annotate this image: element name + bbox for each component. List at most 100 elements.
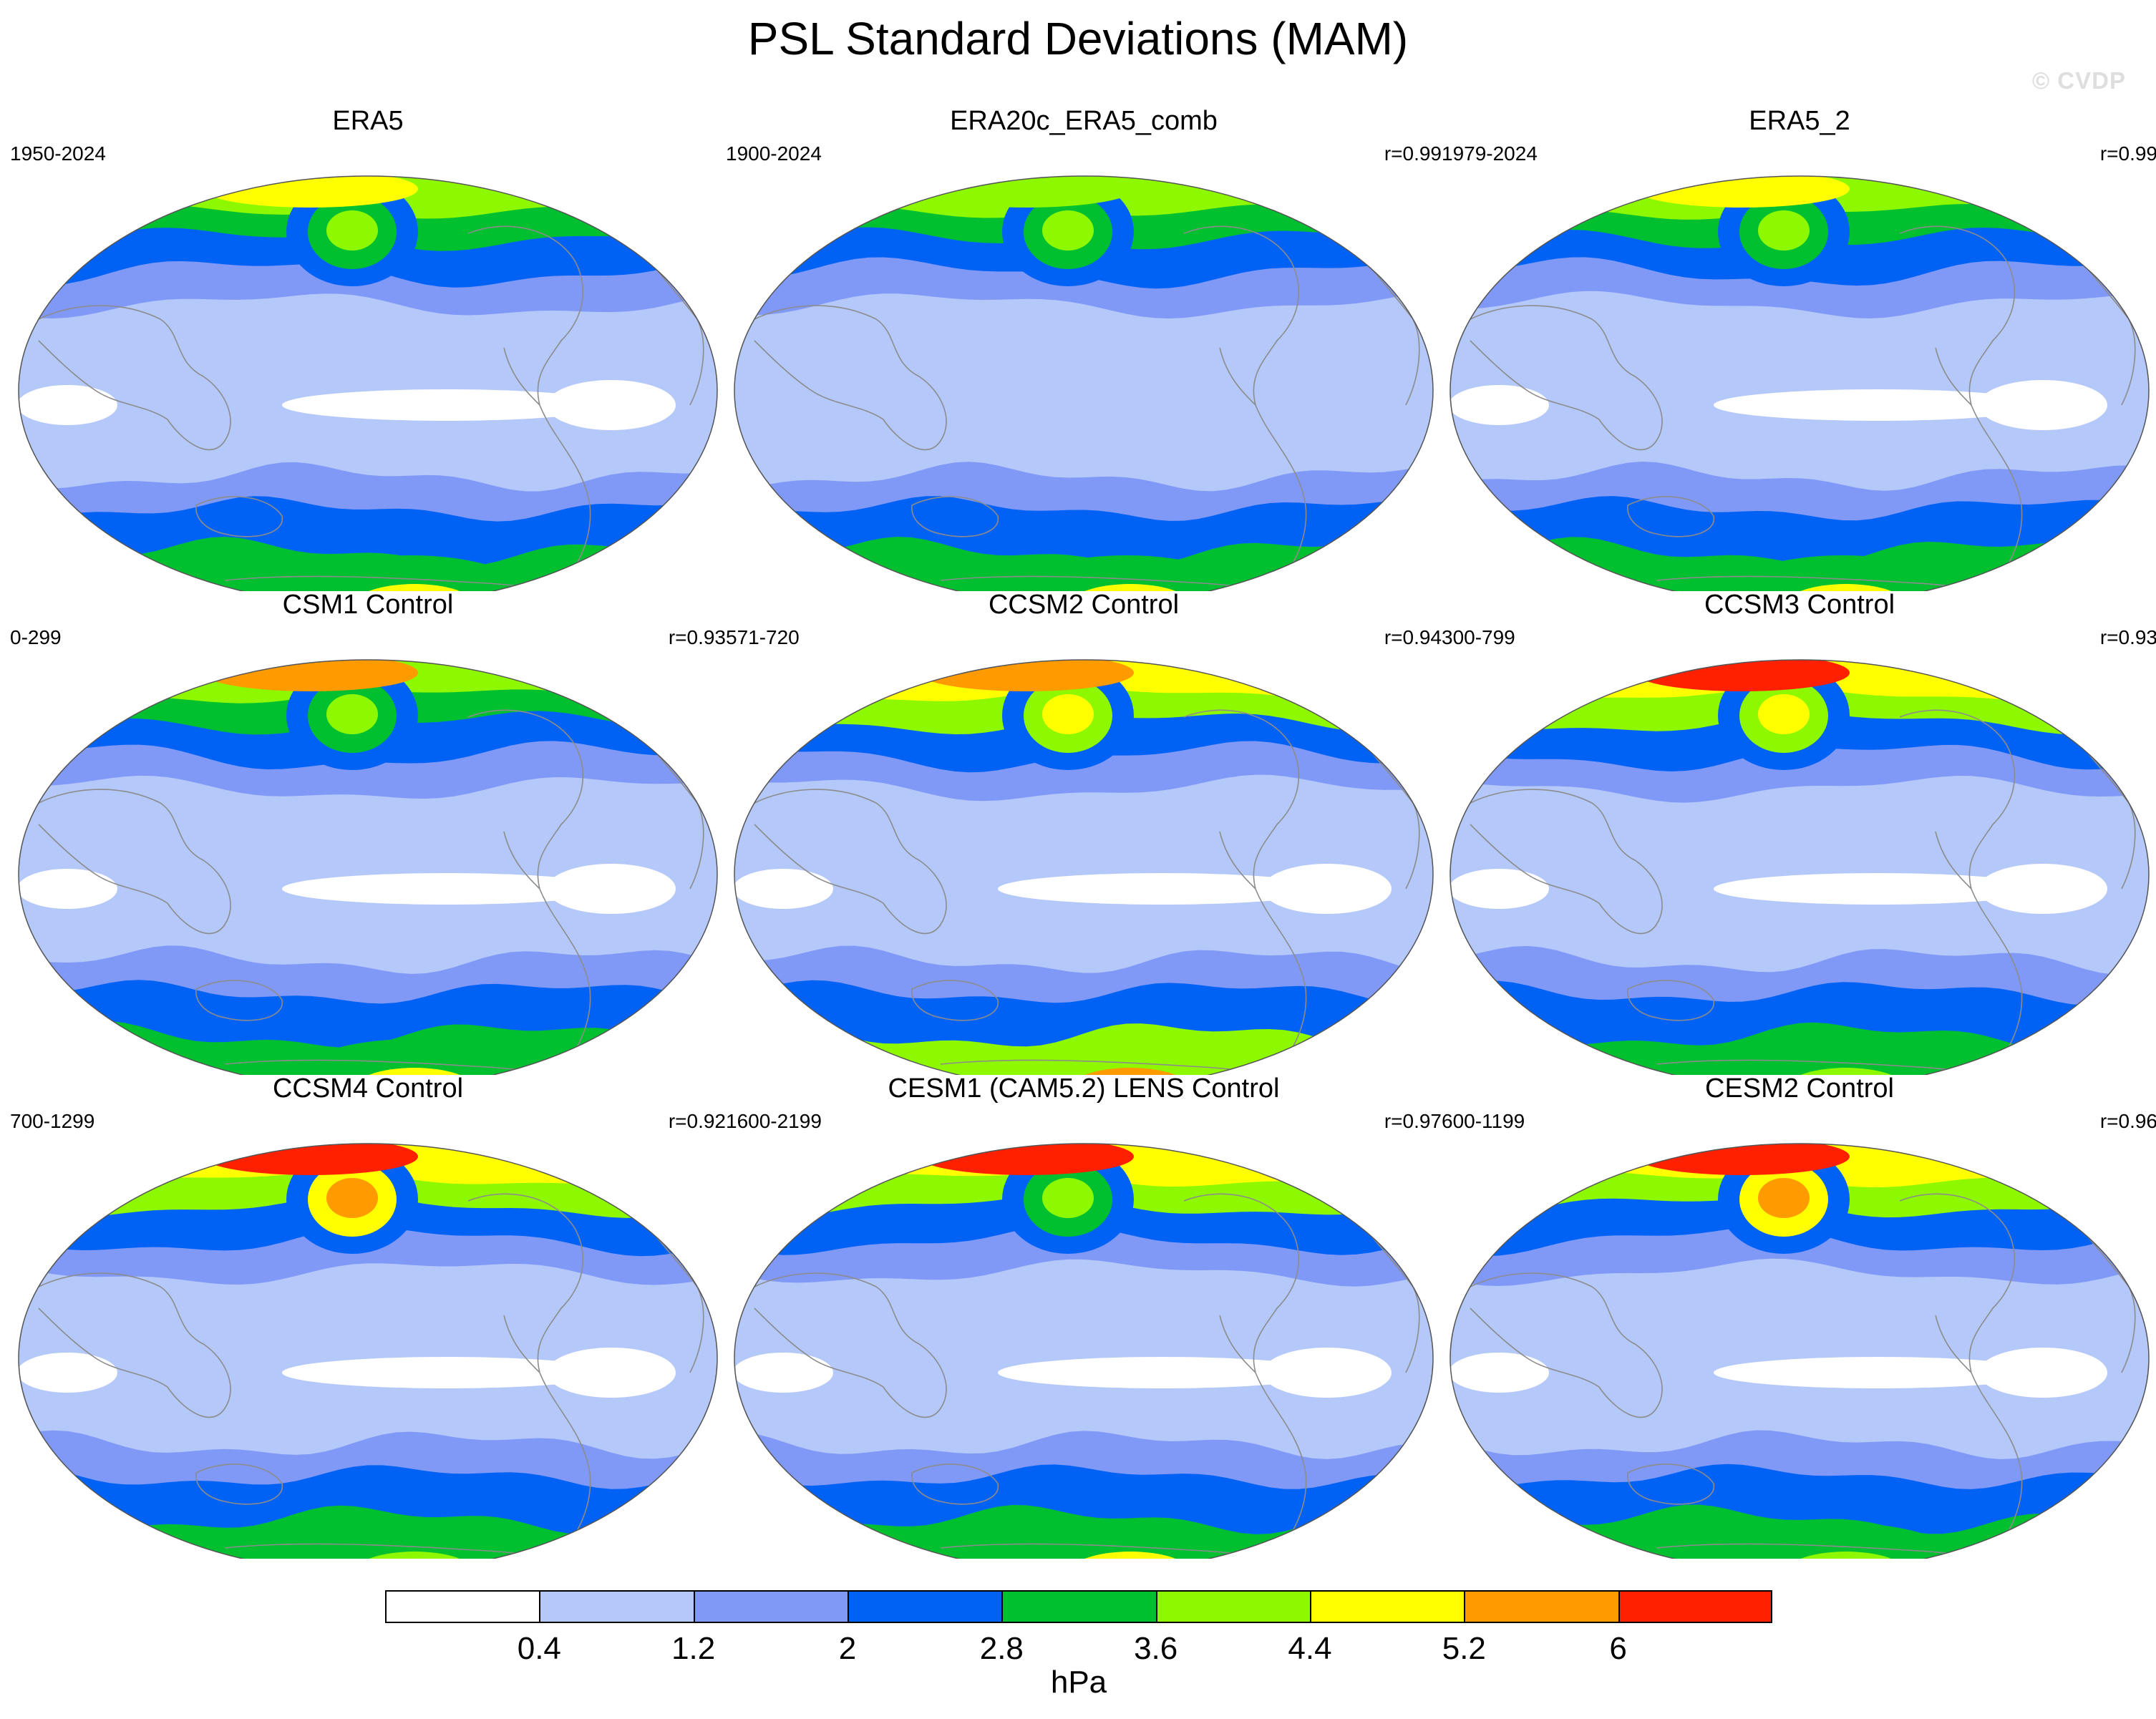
map-boundary [734, 1143, 1434, 1559]
panel-title: ERA5_2 [1749, 106, 1850, 136]
contour-fill-layer [734, 660, 1433, 1075]
asia-australia-coastline [1470, 305, 1663, 451]
asia-australia-coastline [1470, 1272, 1663, 1418]
americas-coastline [1183, 709, 1307, 1075]
panel-years: 600-1199 [1442, 1110, 1525, 1132]
tropical-minimum-patch [998, 1357, 1327, 1388]
panel-pattern-correlation: r=0.96 [2099, 1110, 2156, 1132]
tropical-minimum-patch [1978, 1348, 2107, 1398]
tropical-minimum-patch [998, 873, 1327, 905]
psl-stddev-map [18, 175, 718, 591]
tropical-minimum-patch [282, 1357, 611, 1388]
north-pacific-center-core [1758, 694, 1810, 734]
panel-pattern-correlation: r=0.94 [1384, 626, 1442, 648]
colorbar-tick-label: 1.2 [671, 1631, 716, 1666]
psl-stddev-map [734, 175, 1434, 591]
contour-fill-layer [19, 1144, 717, 1559]
colorbar-tick-label: 4.4 [1288, 1631, 1332, 1666]
map-panel: CCSM3 Control 300-799 r=0.93 [1442, 588, 2156, 1075]
asia-australia-coastline [754, 789, 947, 935]
tropical-minimum-patch [282, 389, 611, 421]
australia-coastline [195, 980, 283, 1021]
map-boundary [1450, 1143, 2150, 1559]
map-panel: CSM1 Control 0-299 r=0.93 [10, 588, 726, 1075]
asia-australia-coastline [38, 789, 231, 935]
panel-pattern-correlation: r=0.99 [1384, 142, 1442, 165]
antarctica-coastline [940, 1543, 1342, 1559]
colorbar-swatch [1618, 1590, 1772, 1623]
americas-coastline [1899, 1193, 2023, 1559]
map-panel: CCSM4 Control 700-1299 r=0.92 [10, 1072, 726, 1559]
map-boundary [1450, 175, 2150, 591]
panel-title: CCSM2 Control [988, 590, 1180, 620]
tropical-minimum-patch [734, 869, 833, 909]
panel-years: 1979-2024 [1442, 142, 1538, 165]
map-panel: ERA5_2 1979-2024 r=0.99 [1442, 104, 2156, 591]
antarctica-coastline [940, 575, 1342, 591]
north-pacific-center-core [1042, 210, 1094, 250]
contour-fill-layer [1450, 176, 2149, 591]
psl-stddev-map [734, 659, 1434, 1075]
panel-title: CSM1 Control [282, 590, 454, 620]
panel-title: CESM2 Control [1705, 1073, 1894, 1104]
tropical-minimum-patch [547, 380, 676, 430]
australia-coastline [911, 496, 999, 537]
tropical-minimum-patch [1450, 385, 1549, 425]
tropical-minimum-patch [19, 1353, 117, 1393]
coastline-layer [754, 1193, 1420, 1559]
colorbar-swatch [385, 1590, 540, 1623]
psl-stddev-map [18, 1143, 718, 1559]
americas-coastline [1899, 225, 2023, 591]
australia-coastline [1627, 496, 1714, 537]
americas-coastline [467, 709, 591, 1075]
panel-years: 300-799 [1442, 626, 1515, 648]
tropical-minimum-patch [1450, 1353, 1549, 1393]
tropical-minimum-patch [1978, 864, 2107, 914]
americas-coastline [1183, 225, 1307, 591]
map-panel: ERA5 1950-2024 [10, 104, 726, 591]
colorbar-tick-label: 2.8 [979, 1631, 1024, 1666]
colorbar-tick-label: 2 [838, 1631, 857, 1666]
tropical-minimum-patch [1450, 869, 1549, 909]
map-boundary [734, 659, 1434, 1075]
map-boundary [1450, 659, 2150, 1075]
colorbar: 0.4 1.2 2 2.8 3.6 4.4 5.2 6 hPa [385, 1590, 1772, 1700]
map-panel: ERA20c_ERA5_comb 1900-2024 r=0.99 [726, 104, 1442, 591]
panel-pattern-correlation: r=0.93 [2099, 626, 2156, 648]
north-pacific-center-core [1758, 1178, 1810, 1218]
figure-title: PSL Standard Deviations (MAM) [747, 13, 1409, 64]
antarctica-coastline [224, 1543, 626, 1559]
panel-title: CCSM4 Control [272, 1073, 464, 1104]
map-panel: CESM1 (CAM5.2) LENS Control 1600-2199 r=0.… [726, 1072, 1442, 1559]
asia-australia-coastline [38, 1272, 231, 1418]
contour-fill-layer [734, 176, 1433, 591]
colorbar-swatch [848, 1590, 1002, 1623]
tropical-minimum-patch [1714, 873, 2043, 905]
antarctica-coastline [224, 575, 626, 591]
coastline-layer [754, 709, 1420, 1075]
tropical-minimum-patch [282, 873, 611, 905]
panel-pattern-correlation: r=0.99 [2099, 142, 2156, 165]
tropical-minimum-patch [547, 864, 676, 914]
colorbar-tick-label: 6 [1609, 1631, 1627, 1666]
asia-australia-coastline [754, 1272, 947, 1418]
panel-years: 571-720 [726, 626, 800, 648]
contour-fill-layer [19, 660, 717, 1075]
map-panel: CESM2 Control 600-1199 r=0.96 [1442, 1072, 2156, 1559]
psl-stddev-map [18, 659, 718, 1075]
panel-title: CCSM3 Control [1704, 590, 1895, 620]
americas-coastline [467, 225, 591, 591]
colorbar-swatch [1001, 1590, 1156, 1623]
north-pacific-center-core [326, 210, 378, 250]
americas-coastline [467, 1193, 591, 1559]
tropical-minimum-patch [1714, 389, 2043, 421]
colorbar-swatch [693, 1590, 848, 1623]
colorbar-swatch [1310, 1590, 1465, 1623]
australia-coastline [911, 1464, 999, 1505]
antarctica-coastline [940, 1059, 1342, 1075]
colorbar-tick-label: 0.4 [517, 1631, 561, 1666]
australia-coastline [195, 1464, 283, 1505]
antarctica-coastline [1656, 1543, 2058, 1559]
tropical-minimum-patch [19, 385, 117, 425]
panel-years: 0-299 [10, 626, 62, 648]
